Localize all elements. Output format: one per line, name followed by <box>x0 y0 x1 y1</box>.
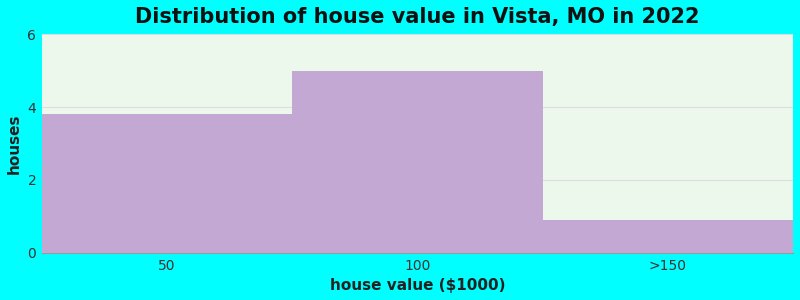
Bar <box>292 70 542 253</box>
Bar <box>42 114 292 253</box>
Title: Distribution of house value in Vista, MO in 2022: Distribution of house value in Vista, MO… <box>135 7 700 27</box>
X-axis label: house value ($1000): house value ($1000) <box>330 278 506 293</box>
Bar <box>542 220 793 253</box>
Y-axis label: houses: houses <box>7 113 22 174</box>
